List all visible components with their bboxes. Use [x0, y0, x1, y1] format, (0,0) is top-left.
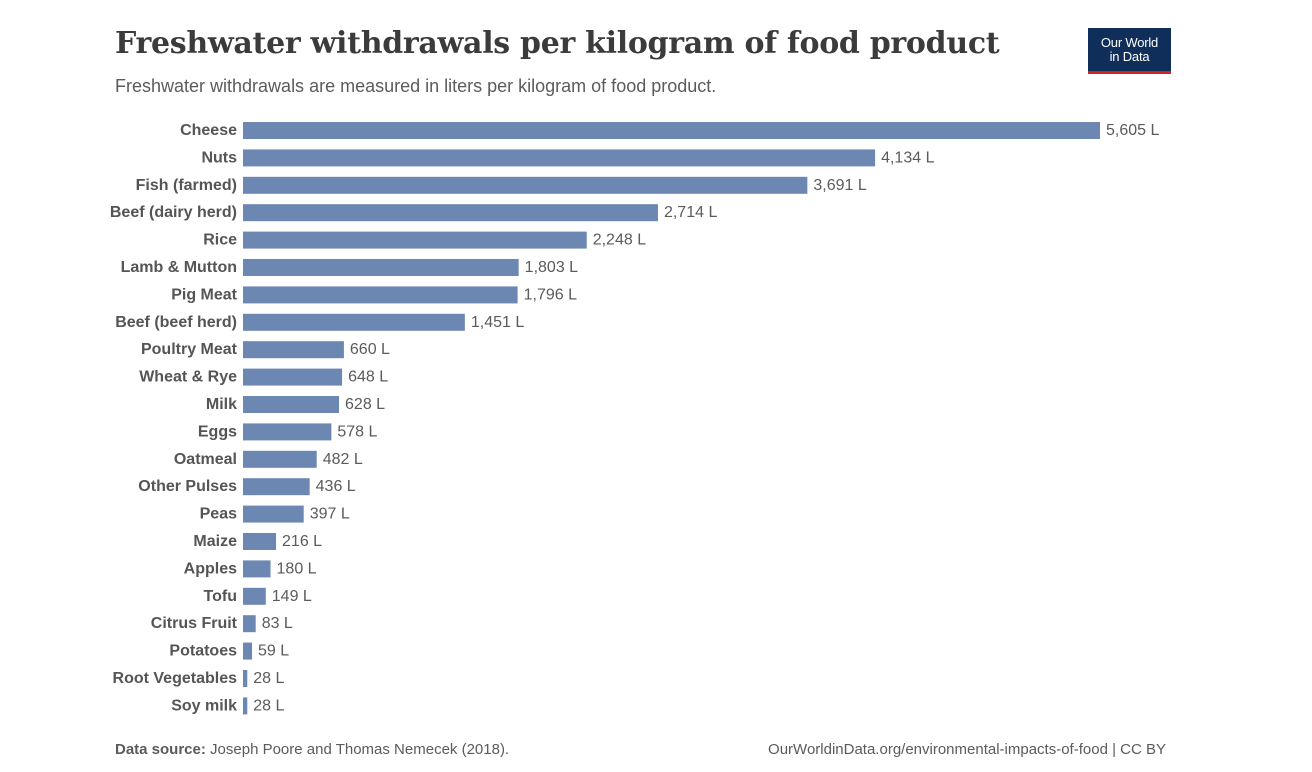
category-label: Fish (farmed) — [136, 177, 237, 194]
bar[interactable] — [243, 615, 256, 633]
value-label: 28 L — [253, 670, 284, 687]
bar[interactable] — [243, 642, 253, 660]
bar[interactable] — [243, 231, 587, 249]
category-label: Soy milk — [171, 697, 237, 714]
category-label: Poultry Meat — [141, 341, 238, 358]
bar[interactable] — [243, 587, 266, 605]
value-label: 578 L — [337, 423, 377, 440]
bar[interactable] — [243, 478, 310, 496]
value-label: 149 L — [272, 588, 312, 605]
owid-logo[interactable]: Our World in Data — [1088, 28, 1171, 74]
bar[interactable] — [243, 286, 518, 304]
category-label: Milk — [206, 396, 237, 413]
bar[interactable] — [243, 396, 340, 413]
bar[interactable] — [243, 176, 808, 194]
bar[interactable] — [243, 423, 332, 441]
value-label: 628 L — [345, 396, 385, 413]
category-label: Beef (beef herd) — [115, 314, 237, 331]
bar[interactable] — [243, 122, 1100, 139]
category-label: Lamb & Mutton — [121, 259, 237, 276]
bar[interactable] — [243, 505, 304, 523]
category-label: Root Vegetables — [113, 670, 238, 687]
bar[interactable] — [243, 560, 271, 578]
bar[interactable] — [243, 670, 248, 687]
bar[interactable] — [243, 450, 317, 468]
category-label: Beef (dairy herd) — [110, 204, 237, 221]
value-label: 1,796 L — [524, 286, 577, 303]
category-label: Oatmeal — [174, 451, 237, 468]
value-label: 1,803 L — [525, 259, 578, 276]
value-label: 2,248 L — [593, 232, 646, 249]
value-label: 482 L — [323, 451, 363, 468]
category-label: Peas — [200, 506, 237, 523]
value-label: 28 L — [253, 697, 284, 714]
chart-subtitle: Freshwater withdrawals are measured in l… — [115, 76, 717, 96]
category-label: Citrus Fruit — [151, 615, 238, 632]
value-label: 1,451 L — [471, 314, 524, 331]
source-url-link[interactable]: OurWorldinData.org/environmental-impacts… — [768, 741, 1166, 758]
value-label: 397 L — [310, 506, 350, 523]
category-label: Apples — [184, 560, 237, 577]
value-label: 83 L — [262, 615, 293, 632]
category-label: Other Pulses — [138, 478, 237, 495]
category-label: Wheat & Rye — [139, 369, 237, 386]
value-label: 648 L — [348, 369, 388, 386]
value-label: 4,134 L — [881, 149, 934, 166]
bar[interactable] — [243, 313, 465, 331]
category-label: Potatoes — [169, 643, 237, 660]
value-label: 3,691 L — [813, 177, 866, 194]
category-label: Nuts — [201, 149, 237, 166]
data-source-label: Data source: — [115, 741, 206, 758]
bar[interactable] — [243, 368, 343, 386]
value-label: 2,714 L — [664, 204, 717, 221]
category-label: Tofu — [204, 588, 237, 605]
bar[interactable] — [243, 259, 519, 276]
bar[interactable] — [243, 204, 658, 222]
bar[interactable] — [243, 533, 277, 550]
value-label: 436 L — [316, 478, 356, 495]
category-label: Eggs — [198, 423, 237, 440]
bar[interactable] — [243, 341, 344, 359]
category-label: Pig Meat — [171, 286, 237, 303]
bar[interactable] — [243, 149, 876, 167]
value-label: 59 L — [258, 643, 289, 660]
bar[interactable] — [243, 697, 248, 715]
category-label: Cheese — [180, 122, 237, 139]
category-label: Rice — [203, 232, 237, 249]
value-label: 216 L — [282, 533, 322, 550]
value-label: 660 L — [350, 341, 390, 358]
category-label: Maize — [193, 533, 237, 550]
data-source: Data source: Joseph Poore and Thomas Nem… — [115, 741, 509, 758]
bars-layer: Cheese 5,605 L Nuts 4,134 L Fish (farmed) 3,6… — [110, 122, 1159, 715]
logo-line-2: in Data — [1109, 48, 1150, 64]
value-label: 180 L — [277, 560, 317, 577]
value-label: 5,605 L — [1106, 122, 1159, 139]
bar-chart: Cheese 5,605 L Nuts 4,134 L Fish (farmed) 3,6… — [110, 122, 1159, 715]
logo-line-1: Our World — [1100, 34, 1159, 50]
data-source-text: Joseph Poore and Thomas Nemecek (2018). — [210, 741, 510, 758]
chart-title: Freshwater withdrawals per kilogram of f… — [115, 26, 1000, 61]
